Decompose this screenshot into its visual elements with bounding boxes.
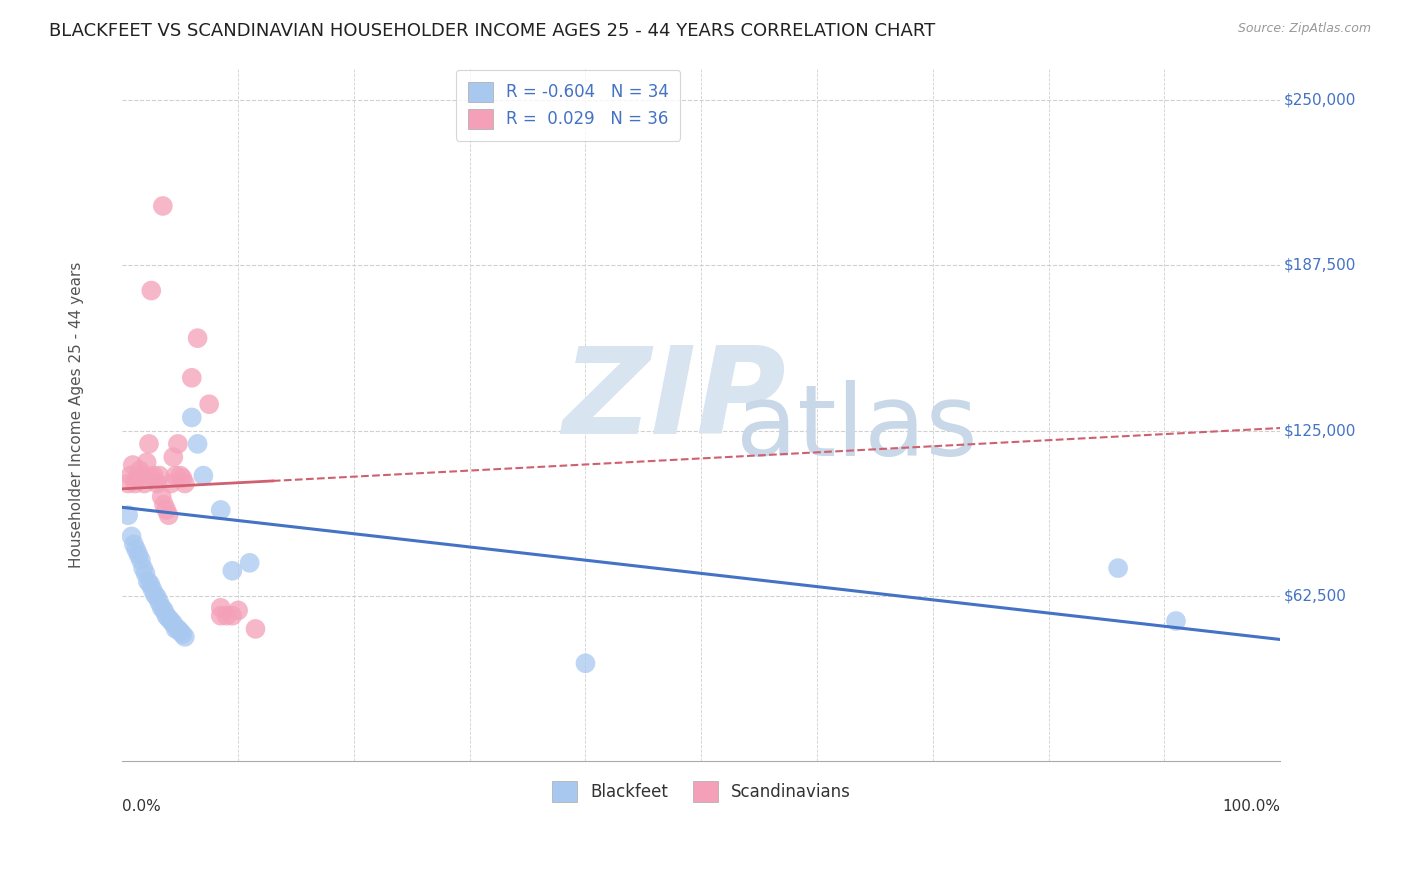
Point bbox=[157, 611, 180, 625]
Point bbox=[187, 331, 209, 345]
Point bbox=[187, 437, 209, 451]
Point bbox=[134, 566, 156, 581]
Point bbox=[117, 508, 139, 523]
Text: Householder Income Ages 25 - 44 years: Householder Income Ages 25 - 44 years bbox=[69, 261, 83, 568]
Point bbox=[150, 490, 173, 504]
Point bbox=[121, 529, 143, 543]
Point bbox=[150, 600, 173, 615]
Point bbox=[215, 608, 238, 623]
Point bbox=[169, 624, 191, 639]
Point bbox=[193, 468, 215, 483]
Text: ZIP: ZIP bbox=[562, 343, 786, 459]
Point bbox=[128, 463, 150, 477]
Legend: Blackfeet, Scandinavians: Blackfeet, Scandinavians bbox=[538, 768, 865, 815]
Point bbox=[209, 600, 232, 615]
Point bbox=[1164, 614, 1187, 628]
Point bbox=[152, 199, 174, 213]
Text: BLACKFEET VS SCANDINAVIAN HOUSEHOLDER INCOME AGES 25 - 44 YEARS CORRELATION CHAR: BLACKFEET VS SCANDINAVIAN HOUSEHOLDER IN… bbox=[49, 22, 935, 40]
Point bbox=[157, 508, 180, 523]
Point bbox=[132, 561, 155, 575]
Point bbox=[129, 553, 152, 567]
Point bbox=[120, 468, 142, 483]
Point bbox=[172, 471, 194, 485]
Point bbox=[162, 450, 184, 464]
Point bbox=[141, 582, 163, 597]
Point bbox=[165, 622, 187, 636]
Point bbox=[138, 437, 160, 451]
Point bbox=[146, 476, 169, 491]
Point bbox=[160, 614, 183, 628]
Point bbox=[122, 537, 145, 551]
Point bbox=[155, 503, 177, 517]
Point bbox=[128, 548, 150, 562]
Point bbox=[143, 588, 166, 602]
Point bbox=[117, 476, 139, 491]
Point bbox=[146, 590, 169, 604]
Point bbox=[134, 476, 156, 491]
Point bbox=[141, 471, 163, 485]
Point bbox=[226, 603, 249, 617]
Point bbox=[167, 437, 190, 451]
Point bbox=[167, 622, 190, 636]
Text: $62,500: $62,500 bbox=[1284, 589, 1347, 603]
Point bbox=[160, 476, 183, 491]
Text: $125,000: $125,000 bbox=[1284, 423, 1355, 438]
Text: $250,000: $250,000 bbox=[1284, 93, 1355, 108]
Point bbox=[127, 471, 149, 485]
Point bbox=[124, 476, 146, 491]
Text: Source: ZipAtlas.com: Source: ZipAtlas.com bbox=[1237, 22, 1371, 36]
Point bbox=[139, 577, 162, 591]
Point bbox=[221, 564, 243, 578]
Text: atlas: atlas bbox=[735, 380, 977, 477]
Point bbox=[142, 468, 165, 483]
Point bbox=[209, 503, 232, 517]
Point bbox=[245, 622, 267, 636]
Point bbox=[1107, 561, 1129, 575]
Point bbox=[141, 284, 163, 298]
Point bbox=[155, 608, 177, 623]
Point bbox=[198, 397, 221, 411]
Text: 0.0%: 0.0% bbox=[122, 799, 162, 814]
Point bbox=[180, 410, 202, 425]
Point bbox=[173, 630, 195, 644]
Point bbox=[221, 608, 243, 623]
Point bbox=[209, 608, 232, 623]
Point bbox=[153, 603, 176, 617]
Point bbox=[162, 616, 184, 631]
Point bbox=[135, 455, 157, 469]
Point bbox=[148, 468, 170, 483]
Point bbox=[131, 468, 153, 483]
Point bbox=[165, 468, 187, 483]
Point bbox=[239, 556, 262, 570]
Text: $187,500: $187,500 bbox=[1284, 258, 1355, 273]
Point bbox=[574, 657, 596, 671]
Point bbox=[173, 476, 195, 491]
Point bbox=[136, 574, 159, 589]
Point bbox=[125, 542, 148, 557]
Point bbox=[169, 468, 191, 483]
Point bbox=[153, 498, 176, 512]
Point bbox=[172, 627, 194, 641]
Point bbox=[121, 458, 143, 472]
Point bbox=[148, 595, 170, 609]
Text: 100.0%: 100.0% bbox=[1222, 799, 1281, 814]
Point bbox=[180, 371, 202, 385]
